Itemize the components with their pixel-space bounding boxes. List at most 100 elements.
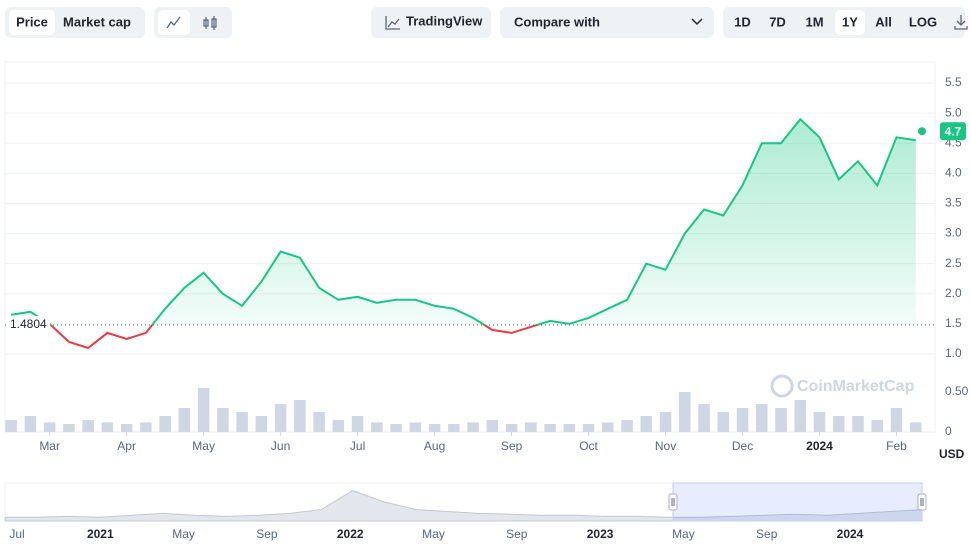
view-tab[interactable]: Market cap	[63, 14, 131, 29]
volume-bar	[217, 408, 229, 432]
watermark: CoinMarketCap	[797, 378, 915, 395]
x-tick-label: Jun	[271, 439, 290, 453]
y-tick-label: 2.0	[945, 286, 962, 300]
volume-bar	[467, 422, 479, 432]
y-tick-label: 1.0	[945, 346, 962, 360]
range-btn[interactable]: 1D	[734, 14, 751, 29]
compare[interactable]: Compare with	[514, 14, 600, 29]
x-tick-label: Aug	[424, 439, 445, 453]
volume-bar	[178, 408, 191, 432]
x-tick-label: Jul	[350, 439, 365, 453]
navigator-label: May	[172, 527, 195, 541]
line-icon	[166, 16, 181, 29]
y-tick-label: 1.5	[945, 316, 962, 330]
volume-bar	[24, 416, 37, 432]
price-line	[11, 117, 916, 326]
volume-bar	[294, 400, 306, 432]
range-label: LOG	[909, 14, 937, 29]
current-dot	[918, 127, 926, 136]
y-tick-label: 3.0	[945, 226, 962, 240]
volume-bar	[659, 412, 672, 432]
x-tick-label: Nov	[655, 439, 676, 453]
navigator-label: Sep	[256, 527, 278, 541]
candle-icon[interactable]	[203, 16, 217, 30]
volume-bar	[679, 392, 691, 432]
volume-bar	[428, 424, 441, 432]
handle-grip	[671, 498, 675, 506]
volume-bar	[371, 422, 383, 432]
current-price: 4.7	[945, 124, 962, 138]
x-tick-label: 2024	[806, 439, 833, 453]
volume-bar	[332, 420, 345, 432]
y-tick-label: 4.0	[945, 166, 962, 180]
volume-bar	[909, 422, 922, 432]
chevron	[691, 18, 703, 26]
volume-tick-label: 0.50	[945, 384, 969, 398]
range-btn[interactable]: 1Y	[835, 10, 865, 35]
volume-bar	[756, 404, 768, 432]
line-style-btn[interactable]	[158, 10, 190, 35]
volume-bar	[101, 422, 114, 432]
navigator-window[interactable]	[672, 482, 923, 522]
y-tick-label: 5.0	[945, 105, 962, 119]
range-label: 1Y	[842, 14, 858, 29]
x-tick-label: Oct	[579, 439, 598, 453]
volume-bar	[159, 416, 171, 432]
volume-tick-label: 0	[945, 424, 952, 438]
range-label: 1D	[734, 14, 751, 29]
current-badge	[940, 122, 966, 141]
volume-bar	[736, 408, 749, 432]
volume-bar	[236, 412, 248, 432]
range-bg	[835, 10, 865, 35]
compare-label: Compare with	[514, 14, 600, 29]
navigator-label: Jul	[9, 527, 24, 541]
navigator-handle[interactable]	[917, 493, 927, 511]
range-btn[interactable]: 1M	[805, 14, 823, 29]
range-label: All	[875, 14, 892, 29]
volume-bar	[43, 422, 56, 432]
volume-bar	[794, 400, 807, 432]
range-btn[interactable]: All	[875, 14, 892, 29]
volume-bar	[832, 416, 845, 432]
handle-grip	[920, 498, 924, 506]
navigator-label: 2022	[337, 527, 364, 541]
x-tick-label: Feb	[886, 439, 907, 453]
range-label: 1M	[805, 14, 823, 29]
navigator-label: May	[422, 527, 445, 541]
volume-bar	[582, 424, 595, 432]
x-tick-label: Mar	[39, 439, 60, 453]
volume-bar	[486, 420, 499, 432]
x-tick-label: May	[192, 439, 215, 453]
volume-bar	[120, 424, 133, 432]
volume-bar	[140, 422, 152, 432]
volume-bar	[717, 412, 730, 432]
view-tab[interactable]: Price	[9, 10, 55, 35]
tradingview[interactable]: TradingView	[406, 13, 483, 28]
volume-bar	[197, 388, 210, 432]
volume-bar	[505, 424, 518, 432]
range-btn[interactable]: LOG	[909, 14, 937, 29]
navigator-label: 2021	[87, 527, 114, 541]
volume-bar	[274, 404, 287, 432]
range-btn[interactable]: 7D	[769, 14, 786, 29]
tv-icon	[385, 16, 400, 30]
volume-bar	[525, 422, 537, 432]
tab-label: Market cap	[63, 14, 131, 29]
volume-bar	[813, 412, 826, 432]
navigator-handle[interactable]	[668, 493, 678, 511]
navigator-label: 2023	[587, 527, 614, 541]
reference-label: 1.4804	[10, 317, 47, 331]
navigator-area	[4, 490, 923, 522]
reference-label-bg	[6, 316, 50, 333]
volume-bar	[563, 424, 576, 432]
volume-bar	[255, 416, 268, 432]
volume-bar	[890, 408, 903, 432]
volume-bar	[82, 420, 94, 432]
currency-label: USD	[939, 447, 965, 461]
range-label: 7D	[769, 14, 786, 29]
volume-bar	[698, 404, 710, 432]
volume-bar	[351, 416, 364, 432]
navigator-label: May	[672, 527, 695, 541]
download-icon[interactable]	[954, 15, 968, 30]
